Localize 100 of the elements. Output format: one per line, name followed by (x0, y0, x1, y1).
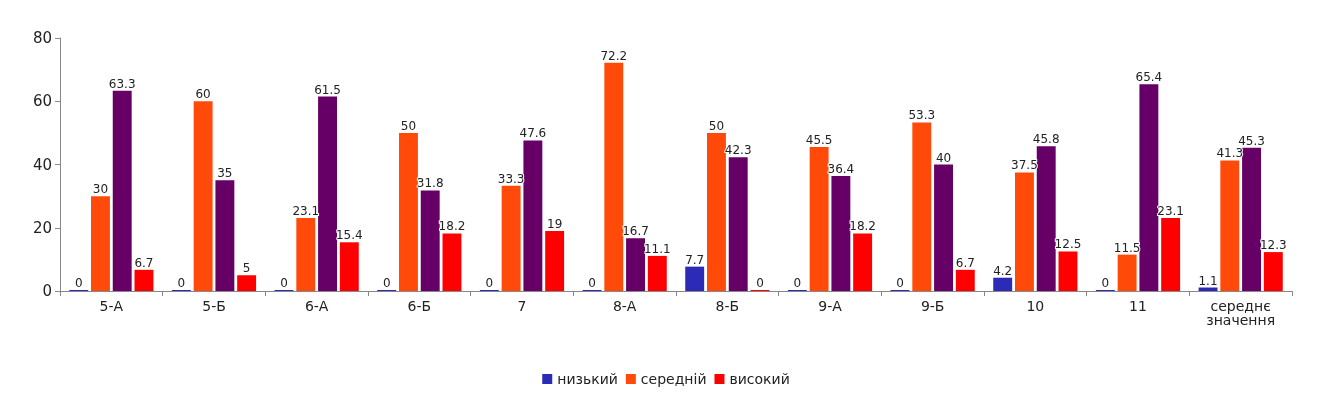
bar (193, 101, 213, 291)
bar (912, 122, 932, 291)
data-label: 4.2 (993, 263, 1013, 278)
data-label: 7.7 (685, 252, 705, 267)
data-label: 40 (935, 150, 952, 165)
x-tick-label: 5-А (99, 298, 124, 314)
data-label: 6.7 (134, 255, 154, 270)
bar (237, 275, 257, 291)
data-label: 53.3 (908, 108, 936, 123)
data-label: 41.3 (1216, 146, 1244, 161)
data-label: 0 (382, 276, 391, 290)
x-tick-label: 8-А (612, 298, 637, 314)
bar (809, 147, 829, 291)
bar (399, 132, 418, 291)
bar (934, 164, 953, 291)
data-label: 0 (793, 276, 802, 290)
legend-label: середній (640, 371, 707, 387)
data-label: 0 (896, 276, 904, 290)
data-label: 15.4 (335, 228, 363, 243)
data-label: 37.5 (1011, 158, 1038, 173)
bar (831, 175, 851, 291)
x-tick-label: 6-А (304, 298, 329, 314)
bar (1117, 254, 1137, 291)
x-tick-label: 7 (517, 298, 527, 314)
bar (1058, 251, 1078, 291)
bar (1263, 252, 1283, 291)
data-label: 60 (195, 87, 211, 102)
data-label: 23.1 (292, 203, 320, 218)
data-label: 45.5 (805, 133, 833, 148)
y-tick-label: 80 (32, 29, 52, 47)
data-label: 12.5 (1054, 237, 1082, 252)
bar (853, 233, 873, 291)
bar (626, 238, 645, 291)
bar (112, 90, 132, 291)
data-label: 1.1 (1198, 273, 1218, 288)
data-label: 30 (92, 182, 109, 197)
bar (707, 132, 726, 291)
bar (1139, 84, 1159, 291)
bar (1015, 172, 1034, 291)
data-label: 23.1 (1157, 203, 1184, 218)
bar (339, 242, 359, 291)
data-label: 16.7 (622, 224, 649, 239)
y-tick-label: 0 (42, 282, 52, 300)
legend-label: низький (557, 371, 618, 387)
data-label: 45.3 (1238, 133, 1265, 148)
bar (501, 185, 521, 291)
data-label: 0 (1101, 276, 1110, 290)
data-label: 45.8 (1032, 132, 1060, 147)
data-label: 18.2 (849, 219, 876, 234)
data-label: 5 (242, 261, 251, 276)
data-label: 6.7 (955, 255, 975, 270)
bar (1242, 147, 1261, 291)
data-label: 50 (400, 118, 417, 133)
bar (545, 230, 565, 291)
bar (91, 196, 110, 291)
x-tick-label: середнє значення (1206, 298, 1276, 328)
bar (420, 190, 440, 291)
bar (993, 277, 1013, 291)
bar (442, 233, 462, 291)
data-label: 50 (708, 118, 725, 133)
x-tick-label: 9-Б (920, 298, 945, 314)
x-tick-label: 8-Б (715, 298, 740, 314)
x-tick-label: 9-А (818, 298, 843, 314)
data-label: 0 (74, 276, 83, 290)
x-tick-label: 5-Б (202, 298, 226, 314)
bar (647, 255, 667, 291)
data-label: 0 (756, 276, 764, 290)
bar (1220, 160, 1240, 291)
data-label: 0 (485, 276, 494, 290)
y-tick-label: 60 (32, 92, 52, 111)
bar (1036, 146, 1056, 291)
bar (134, 269, 154, 291)
bar (1161, 217, 1181, 291)
legend-label: високий (729, 371, 790, 387)
data-label: 12.3 (1259, 238, 1287, 253)
data-label: 0 (588, 276, 596, 290)
bar (296, 217, 316, 291)
x-tick-label: 11 (1129, 298, 1147, 314)
data-label: 65.4 (1135, 70, 1163, 85)
bar (955, 269, 975, 291)
data-label: 19 (546, 216, 563, 231)
data-label: 18.2 (438, 219, 466, 234)
y-tick-label: 20 (32, 218, 52, 237)
data-label: 11.1 (643, 241, 671, 256)
bar (318, 96, 337, 291)
x-tick-label: 6-Б (407, 298, 432, 314)
bar (685, 266, 705, 291)
data-label: 72.2 (600, 48, 628, 63)
data-label: 0 (177, 276, 186, 290)
data-label: 0 (280, 276, 288, 290)
x-tick-label: 10 (1026, 298, 1045, 314)
data-label: 61.5 (314, 82, 341, 97)
bar (523, 140, 543, 291)
data-label: 63.3 (108, 76, 136, 91)
data-label: 47.6 (519, 126, 547, 141)
data-label: 35 (217, 166, 233, 181)
y-tick-label: 40 (32, 155, 52, 174)
bar (604, 62, 624, 291)
bar (215, 180, 235, 291)
bar (728, 157, 748, 291)
